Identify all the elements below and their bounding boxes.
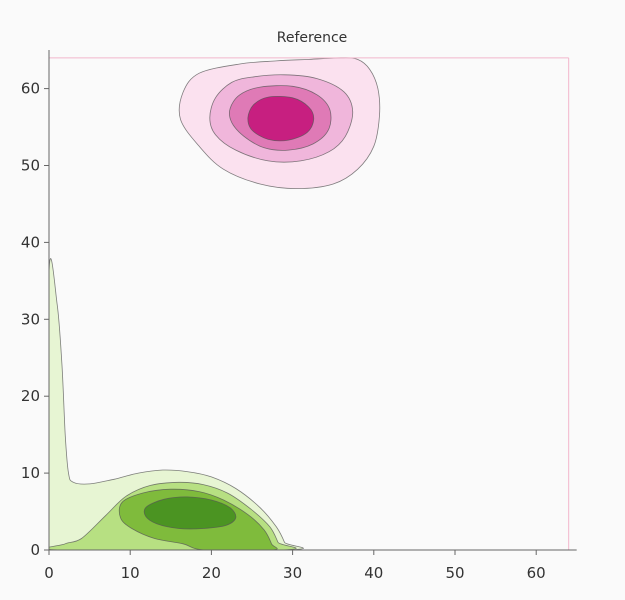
axes: 0 10 20 30 40 50 60 0 10 20 30 40 50 60 — [21, 50, 577, 582]
green-contour-group — [49, 258, 304, 551]
green-contour-level-4 — [143, 496, 237, 530]
y-tick-label: 0 — [30, 541, 40, 559]
plot-frame — [49, 57, 570, 550]
y-tick-label: 50 — [21, 157, 40, 175]
x-tick-label: 20 — [202, 564, 221, 582]
x-tick-label: 0 — [44, 564, 54, 582]
pink-contour-level-4 — [247, 95, 315, 142]
y-tick-label: 10 — [21, 464, 40, 482]
chart-title: Reference — [277, 30, 348, 46]
x-tick-label: 60 — [527, 564, 546, 582]
contour-layer — [49, 57, 381, 551]
x-tick-label: 10 — [121, 564, 140, 582]
y-tick-label: 60 — [21, 80, 40, 98]
y-tick-label: 20 — [21, 387, 40, 405]
y-tick-label: 30 — [21, 310, 40, 328]
pink-contour-group — [178, 57, 381, 190]
y-tick-label: 40 — [21, 233, 40, 251]
x-tick-label: 30 — [283, 564, 302, 582]
x-tick-label: 50 — [445, 564, 464, 582]
x-tick-label: 40 — [364, 564, 383, 582]
